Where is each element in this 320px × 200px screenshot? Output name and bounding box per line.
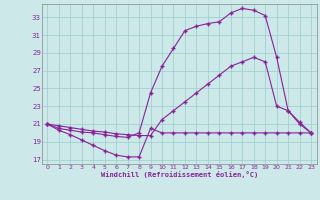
X-axis label: Windchill (Refroidissement éolien,°C): Windchill (Refroidissement éolien,°C) xyxy=(100,171,258,178)
